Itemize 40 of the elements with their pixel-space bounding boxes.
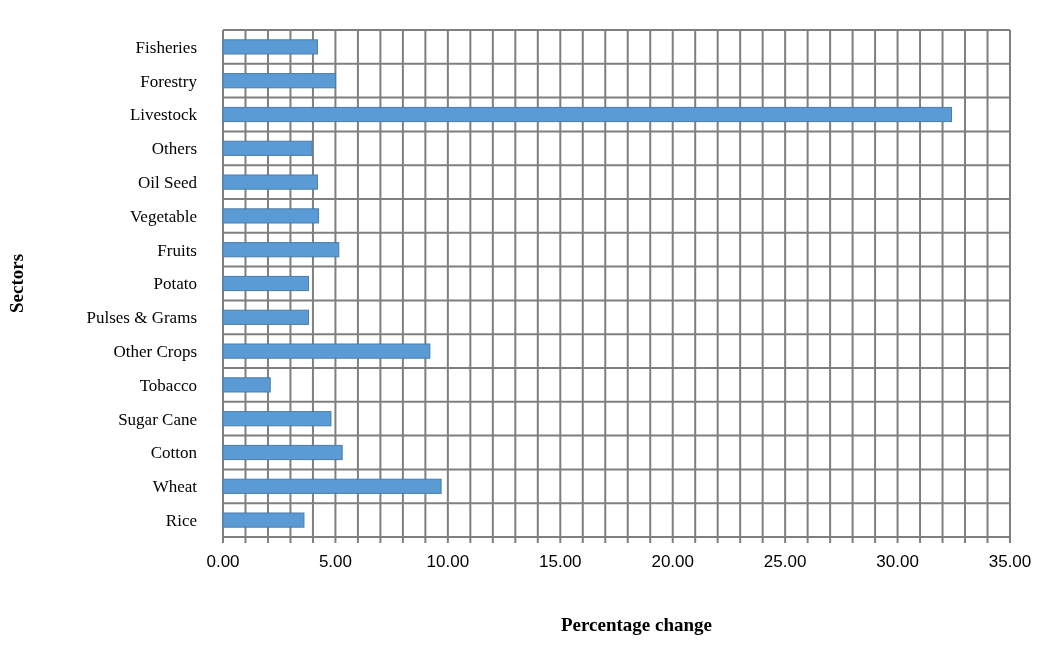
y-tick-label: Oil Seed [137, 173, 198, 193]
bar [222, 275, 309, 292]
bar [222, 512, 305, 528]
bar [222, 140, 313, 156]
x-tick-label: 15.00 [539, 552, 582, 571]
y-tick-label: Pulses & Grams [86, 308, 197, 328]
y-tick-label: Forestry [140, 71, 198, 91]
x-tick-label: 35.00 [988, 552, 1032, 571]
y-tick-label: Sugar Cane [118, 409, 197, 429]
y-tick-label: Cotton [150, 443, 198, 463]
y-axis-title: Sectors [6, 253, 27, 314]
y-tick-label: Tobacco [139, 375, 197, 395]
bar [222, 174, 318, 190]
bar [222, 106, 953, 123]
x-axis-title: Percentage change [560, 614, 713, 635]
bar [222, 411, 332, 427]
y-tick-label: Other Crops [113, 342, 197, 362]
x-tick-label: 25.00 [763, 552, 807, 571]
bar [222, 309, 309, 325]
y-tick-label: Potato [153, 274, 197, 294]
bar [222, 377, 271, 393]
y-tick-label: Wheat [152, 477, 198, 497]
x-tick-label: 20.00 [651, 552, 694, 571]
bar [222, 343, 431, 359]
x-tick-label: 0.00 [206, 552, 240, 571]
bar [222, 208, 320, 224]
bar [222, 242, 340, 258]
y-tick-label: Fisheries [135, 37, 197, 57]
x-tick-label: 10.00 [426, 552, 470, 571]
bar [222, 73, 336, 89]
y-tick-label: Fruits [157, 240, 197, 260]
x-tick-label: 5.00 [318, 552, 352, 571]
bar [222, 39, 318, 55]
bar [222, 444, 343, 461]
y-tick-label: Others [151, 139, 197, 159]
bar [222, 478, 442, 494]
x-tick-label: 30.00 [876, 552, 919, 571]
y-tick-label: Vegetable [129, 206, 197, 226]
y-tick-label: Livestock [129, 105, 198, 125]
y-tick-label: Rice [165, 511, 197, 531]
